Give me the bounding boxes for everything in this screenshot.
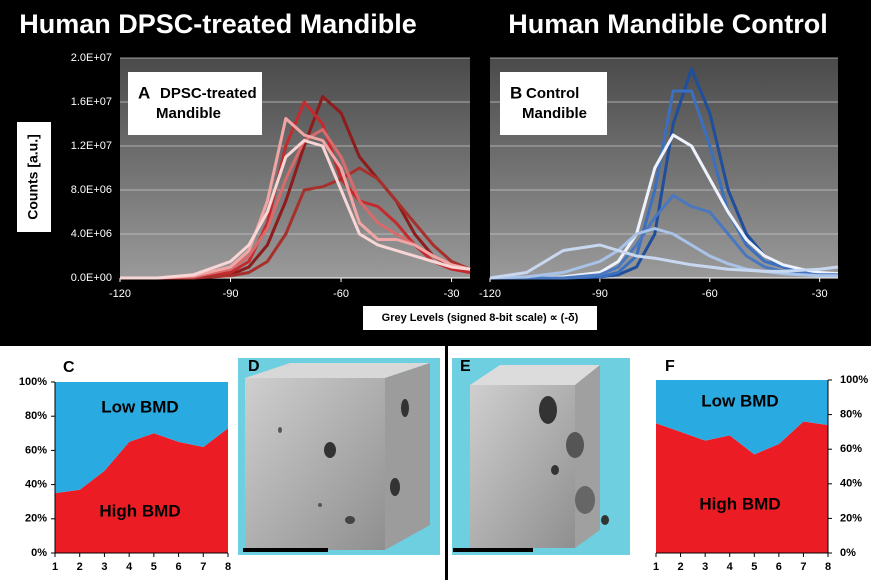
y-tick-label: 80%: [840, 409, 862, 421]
x-tick-label: -120: [109, 288, 131, 300]
y-tick-label: 1.2E+07: [71, 140, 112, 152]
x-tick-label: -30: [812, 288, 828, 300]
x-tick-label: 7: [200, 561, 206, 573]
x-tick-label: 8: [225, 561, 231, 573]
annotation: Mandible: [156, 105, 221, 122]
x-axis-label: Grey Levels (signed 8-bit scale) ∝ (-δ): [382, 312, 579, 324]
figure: D E Human DPSC-treated Mandible 0.0E+00 4.…: [0, 0, 871, 580]
x-tick-label: -90: [592, 288, 608, 300]
x-tick-label: -30: [444, 288, 460, 300]
chart-title: Human Mandible Control: [508, 9, 828, 39]
x-tick-label: 1: [653, 561, 659, 573]
x-tick-label: 2: [678, 561, 684, 573]
x-tick-label: 3: [101, 561, 107, 573]
image-e: E: [452, 358, 630, 555]
y-tick-label: 80%: [25, 410, 47, 422]
x-tick-label: 2: [77, 561, 83, 573]
annotation: Control: [526, 85, 579, 102]
y-tick-label: 0%: [840, 547, 856, 559]
annotation: Mandible: [522, 105, 587, 122]
y-tick-label: 1.6E+07: [71, 96, 112, 108]
annotation-box: [500, 72, 607, 135]
chart-title: Human DPSC-treated Mandible: [19, 9, 417, 39]
y-tick-label: 0%: [31, 547, 47, 559]
y-tick-label: 20%: [840, 512, 862, 524]
x-tick-label: 4: [727, 561, 734, 573]
x-tick-label: -60: [702, 288, 718, 300]
x-tick-label: 7: [800, 561, 806, 573]
panel-label: A: [138, 83, 150, 102]
x-tick-label: 1: [52, 561, 58, 573]
image-d: D: [238, 358, 440, 555]
y-tick-label: 0.0E+00: [71, 272, 112, 284]
y-tick-label: 4.0E+06: [71, 228, 112, 240]
y-axis-label: Counts [a.u.]: [25, 134, 41, 220]
x-tick-label: 8: [825, 561, 831, 573]
y-tick-label: 100%: [19, 376, 47, 388]
series-label: Low BMD: [701, 391, 778, 410]
panel-label: D: [248, 358, 260, 375]
x-tick-label: -60: [333, 288, 349, 300]
x-tick-label: -90: [223, 288, 239, 300]
y-tick-label: 100%: [840, 374, 868, 386]
panel-label: E: [460, 358, 471, 375]
series-label: High BMD: [99, 501, 180, 520]
series-label: Low BMD: [101, 397, 178, 416]
x-tick-label: 6: [176, 561, 182, 573]
y-tick-label: 40%: [840, 478, 862, 490]
x-tick-label: 3: [702, 561, 708, 573]
x-tick-label: 6: [776, 561, 782, 573]
y-tick-label: 40%: [25, 479, 47, 491]
panel-label: C: [63, 359, 75, 376]
separator: [445, 346, 448, 580]
y-tick-label: 8.0E+06: [71, 184, 112, 196]
x-tick-label: 4: [126, 561, 133, 573]
y-tick-label: 60%: [25, 444, 47, 456]
y-tick-label: 60%: [840, 443, 862, 455]
x-tick-label: 5: [151, 561, 157, 573]
x-tick-label: 5: [751, 561, 757, 573]
series-label: High BMD: [699, 494, 780, 513]
annotation-box: [128, 72, 262, 135]
panel-label: F: [665, 358, 675, 375]
y-tick-label: 2.0E+07: [71, 52, 112, 64]
y-tick-label: 20%: [25, 513, 47, 525]
panel-label: B: [510, 83, 522, 102]
x-tick-label: -120: [479, 288, 501, 300]
annotation: DPSC-treated: [160, 85, 257, 102]
